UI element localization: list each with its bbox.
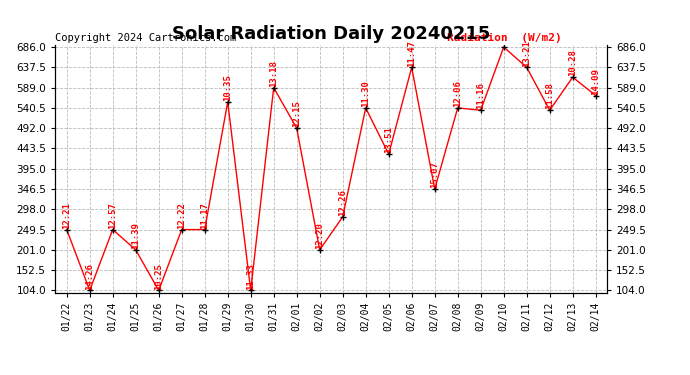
Text: 13:21: 13:21 (522, 40, 531, 66)
Text: 11:33: 11:33 (246, 263, 255, 290)
Text: 12:22: 12:22 (177, 202, 186, 229)
Text: 14:09: 14:09 (591, 68, 600, 95)
Text: 11:39: 11:39 (131, 222, 140, 249)
Text: 10:35: 10:35 (223, 74, 233, 101)
Text: 15:07: 15:07 (430, 161, 440, 188)
Text: 11:58: 11:58 (545, 82, 554, 110)
Text: Copyright 2024 Cartronics.com: Copyright 2024 Cartronics.com (55, 33, 237, 42)
Text: 12:57: 12:57 (108, 202, 117, 229)
Text: 10:28: 10:28 (568, 50, 578, 76)
Text: 12:15: 12:15 (292, 100, 302, 128)
Text: 11:17: 11:17 (200, 202, 209, 229)
Text: 13:18: 13:18 (269, 60, 278, 87)
Text: 12:06: 12:06 (453, 80, 462, 107)
Text: 12:21: 12:21 (62, 202, 71, 229)
Text: 12:26: 12:26 (338, 189, 347, 216)
Text: 11:16: 11:16 (476, 82, 485, 110)
Text: 13:51: 13:51 (384, 126, 393, 153)
Text: 11:30: 11:30 (361, 80, 371, 107)
Text: 12:20: 12:20 (315, 222, 324, 249)
Text: 10:25: 10:25 (154, 263, 164, 290)
Text: 11:47: 11:47 (407, 40, 416, 66)
Title: Solar Radiation Daily 20240215: Solar Radiation Daily 20240215 (172, 26, 491, 44)
Text: Radiation  (W/m2): Radiation (W/m2) (447, 33, 562, 42)
Text: 14:26: 14:26 (85, 263, 95, 290)
